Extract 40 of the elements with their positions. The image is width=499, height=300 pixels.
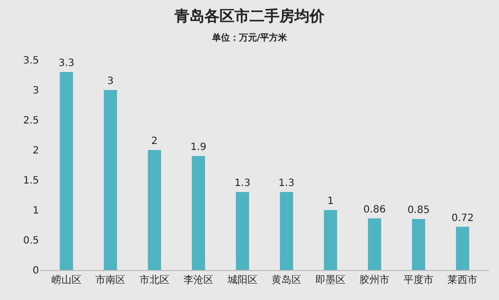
x-tick-label: 崂山区 — [51, 274, 82, 286]
chart-subtitle: 单位：万元/平方米 — [210, 32, 288, 44]
y-tick-label: 1 — [32, 206, 39, 216]
bar — [192, 156, 206, 270]
bar — [104, 90, 118, 270]
bar — [280, 192, 294, 270]
y-tick-label: 3.5 — [23, 56, 39, 66]
x-tick-label: 市南区 — [95, 274, 126, 286]
x-tick-label: 黄岛区 — [272, 274, 302, 286]
data-label: 1 — [327, 196, 334, 207]
bar — [60, 72, 74, 270]
x-tick-label: 平度市 — [404, 274, 434, 286]
x-tick-label: 即墨区 — [316, 275, 346, 286]
x-tick-label: 李沧区 — [183, 274, 214, 286]
y-tick-label: 3 — [32, 86, 39, 96]
data-label: 3.3 — [58, 58, 74, 69]
bar — [236, 192, 250, 270]
y-tick-label: 2 — [32, 146, 39, 156]
data-label: 1.3 — [234, 178, 250, 189]
bar — [148, 150, 162, 270]
data-label: 1.3 — [278, 178, 294, 189]
data-label: 1.9 — [190, 142, 206, 153]
bar — [324, 210, 338, 270]
data-label: 3 — [107, 76, 114, 87]
x-tick-label: 胶州市 — [360, 274, 390, 286]
chart-title: 青岛各区市二手房均价 — [174, 7, 326, 25]
y-tick-label: 1.5 — [23, 176, 39, 186]
data-label: 0.86 — [363, 204, 386, 216]
y-tick-label: 2.5 — [23, 116, 39, 126]
y-tick-label: 0 — [32, 266, 39, 276]
y-tick-label: 0.5 — [23, 236, 39, 246]
x-tick-label: 市北区 — [139, 274, 170, 286]
bar — [368, 218, 382, 270]
data-label: 2 — [151, 136, 158, 147]
x-tick-label: 莱西市 — [448, 274, 478, 286]
x-tick-label: 城阳区 — [226, 274, 258, 286]
data-label: 0.72 — [451, 212, 474, 224]
bar — [412, 219, 426, 270]
bar — [456, 226, 470, 270]
data-label: 0.85 — [407, 205, 430, 216]
